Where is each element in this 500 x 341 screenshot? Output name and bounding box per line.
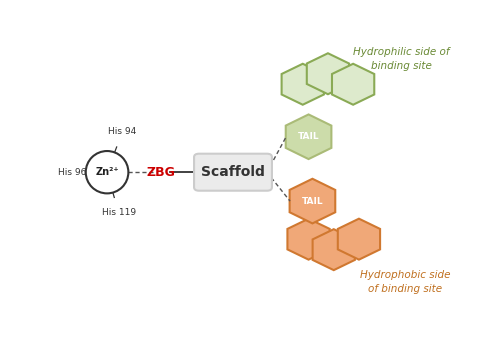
Polygon shape — [332, 64, 374, 105]
Text: TAIL: TAIL — [298, 132, 320, 141]
Polygon shape — [338, 219, 380, 260]
Text: His 119: His 119 — [102, 208, 136, 218]
Polygon shape — [312, 229, 355, 270]
Polygon shape — [307, 53, 349, 94]
Polygon shape — [286, 115, 332, 159]
Ellipse shape — [86, 151, 128, 193]
Text: TAIL: TAIL — [302, 197, 323, 206]
Text: Zn²⁺: Zn²⁺ — [95, 167, 119, 177]
Text: ZBG: ZBG — [147, 166, 176, 179]
FancyBboxPatch shape — [194, 154, 272, 191]
Polygon shape — [288, 219, 330, 260]
Text: His 94: His 94 — [108, 127, 136, 136]
Polygon shape — [282, 64, 324, 105]
Text: His 96: His 96 — [58, 168, 86, 177]
Text: Scaffold: Scaffold — [201, 165, 265, 179]
Text: Hydrophilic side of
binding site: Hydrophilic side of binding site — [354, 47, 450, 71]
Polygon shape — [290, 179, 336, 223]
Text: Hydrophobic side
of binding site: Hydrophobic side of binding site — [360, 270, 450, 295]
